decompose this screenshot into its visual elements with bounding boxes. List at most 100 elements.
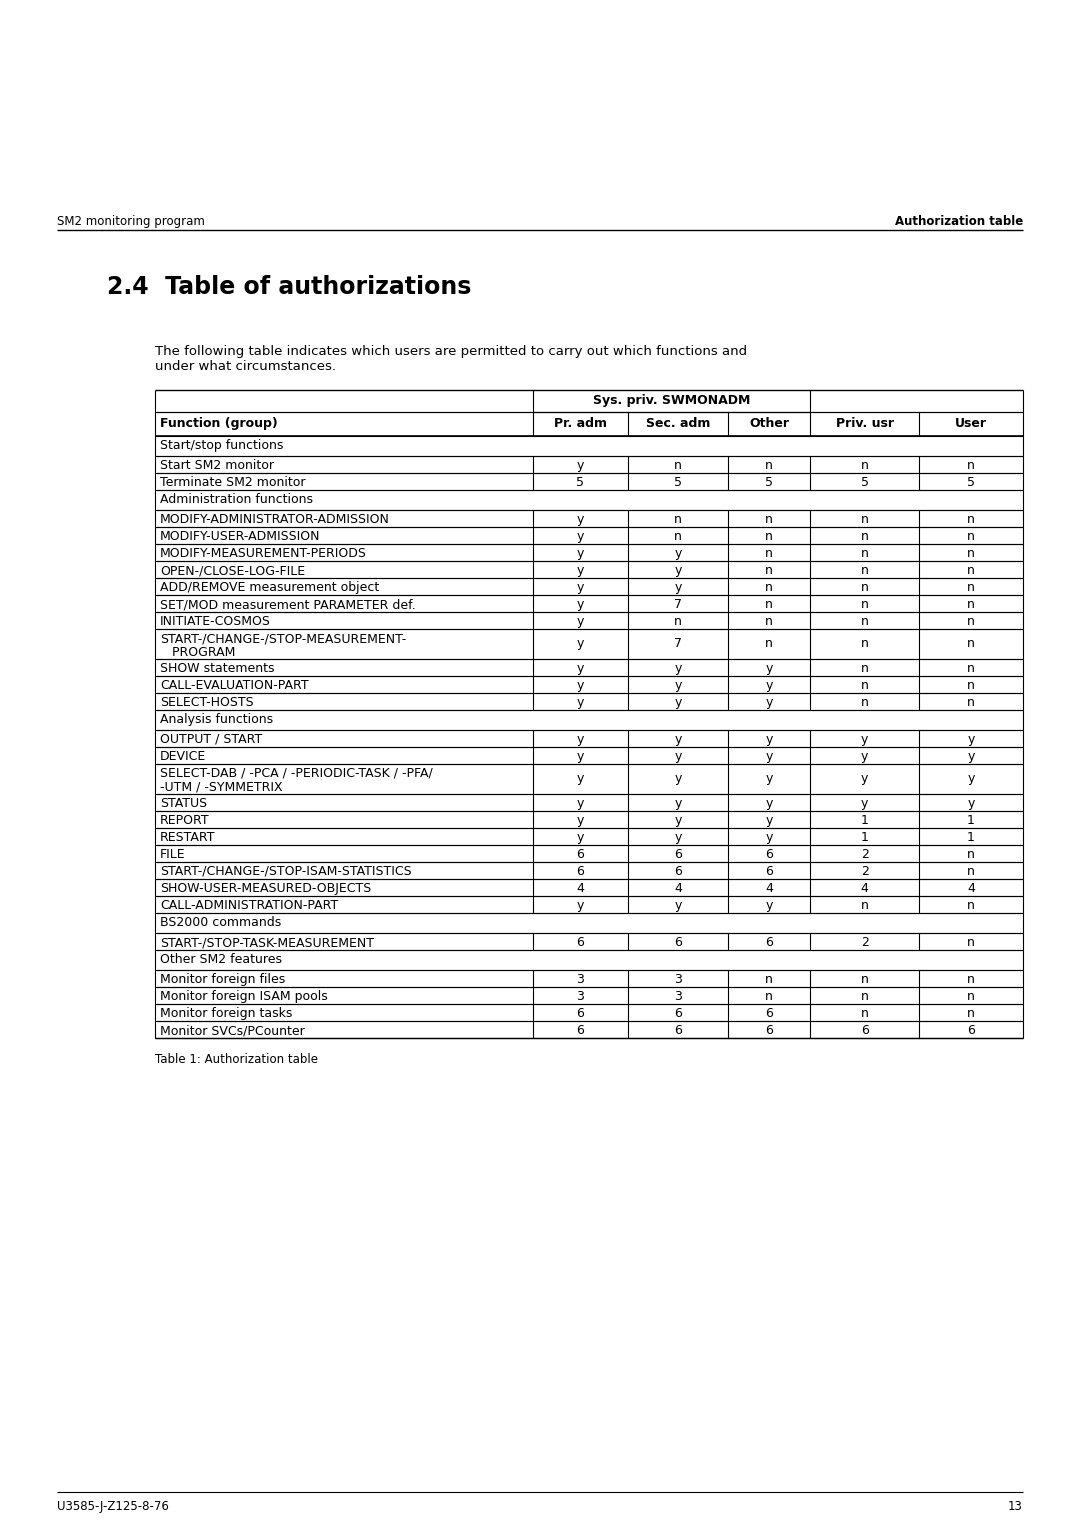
Text: n: n bbox=[674, 458, 681, 472]
Text: y: y bbox=[577, 772, 584, 785]
Text: n: n bbox=[861, 695, 868, 709]
Text: 4: 4 bbox=[674, 882, 681, 895]
Text: y: y bbox=[674, 662, 681, 675]
Text: START-/CHANGE-/STOP-MEASUREMENT-: START-/CHANGE-/STOP-MEASUREMENT- bbox=[160, 633, 406, 645]
Text: y: y bbox=[861, 750, 868, 762]
Text: y: y bbox=[861, 772, 868, 785]
Text: 6: 6 bbox=[765, 848, 773, 860]
Text: 6: 6 bbox=[765, 1007, 773, 1021]
Text: n: n bbox=[967, 547, 975, 559]
Text: y: y bbox=[577, 733, 584, 746]
Text: y: y bbox=[674, 678, 681, 692]
Text: y: y bbox=[968, 733, 974, 746]
Text: Function (group): Function (group) bbox=[160, 417, 278, 429]
Text: n: n bbox=[861, 637, 868, 649]
Text: y: y bbox=[674, 564, 681, 578]
Text: n: n bbox=[967, 990, 975, 1002]
Text: SHOW statements: SHOW statements bbox=[160, 662, 274, 675]
Text: FILE: FILE bbox=[160, 848, 186, 860]
Text: 6: 6 bbox=[577, 1024, 584, 1038]
Text: 7: 7 bbox=[674, 637, 681, 649]
Text: 3: 3 bbox=[674, 973, 681, 986]
Text: n: n bbox=[967, 848, 975, 860]
Text: Start SM2 monitor: Start SM2 monitor bbox=[160, 458, 274, 472]
Text: n: n bbox=[967, 614, 975, 628]
Text: 3: 3 bbox=[577, 973, 584, 986]
Text: n: n bbox=[765, 564, 773, 578]
Text: y: y bbox=[766, 831, 773, 843]
Text: 6: 6 bbox=[577, 937, 584, 949]
Text: n: n bbox=[861, 530, 868, 542]
Text: y: y bbox=[766, 750, 773, 762]
Text: 2.4  Table of authorizations: 2.4 Table of authorizations bbox=[107, 275, 471, 299]
Text: y: y bbox=[577, 750, 584, 762]
Text: OUTPUT / START: OUTPUT / START bbox=[160, 733, 262, 746]
Text: START-/CHANGE-/STOP-ISAM-STATISTICS: START-/CHANGE-/STOP-ISAM-STATISTICS bbox=[160, 865, 411, 879]
Text: CALL-EVALUATION-PART: CALL-EVALUATION-PART bbox=[160, 678, 309, 692]
Text: Other: Other bbox=[750, 417, 789, 429]
Text: BS2000 commands: BS2000 commands bbox=[160, 915, 281, 929]
Text: n: n bbox=[765, 973, 773, 986]
Text: n: n bbox=[861, 990, 868, 1002]
Text: y: y bbox=[766, 662, 773, 675]
Text: REPORT: REPORT bbox=[160, 814, 210, 827]
Text: SHOW-USER-MEASURED-OBJECTS: SHOW-USER-MEASURED-OBJECTS bbox=[160, 882, 372, 895]
Text: n: n bbox=[861, 1007, 868, 1021]
Text: y: y bbox=[577, 614, 584, 628]
Text: n: n bbox=[967, 662, 975, 675]
Text: 2: 2 bbox=[861, 937, 868, 949]
Text: n: n bbox=[861, 458, 868, 472]
Text: y: y bbox=[674, 772, 681, 785]
Text: n: n bbox=[861, 581, 868, 594]
Text: n: n bbox=[765, 547, 773, 559]
Text: y: y bbox=[577, 814, 584, 827]
Text: n: n bbox=[861, 614, 868, 628]
Text: 5: 5 bbox=[967, 477, 975, 489]
Text: y: y bbox=[674, 898, 681, 912]
Text: y: y bbox=[674, 814, 681, 827]
Text: RESTART: RESTART bbox=[160, 831, 216, 843]
Text: n: n bbox=[861, 597, 868, 611]
Text: Administration functions: Administration functions bbox=[160, 494, 313, 506]
Text: 6: 6 bbox=[765, 937, 773, 949]
Text: y: y bbox=[674, 695, 681, 709]
Text: SELECT-HOSTS: SELECT-HOSTS bbox=[160, 695, 254, 709]
Text: 13: 13 bbox=[1008, 1500, 1023, 1513]
Text: n: n bbox=[967, 865, 975, 879]
Text: 5: 5 bbox=[674, 477, 681, 489]
Text: 6: 6 bbox=[765, 1024, 773, 1038]
Text: n: n bbox=[674, 530, 681, 542]
Text: 2: 2 bbox=[861, 865, 868, 879]
Text: 6: 6 bbox=[674, 848, 681, 860]
Text: y: y bbox=[674, 750, 681, 762]
Text: y: y bbox=[577, 898, 584, 912]
Text: n: n bbox=[967, 937, 975, 949]
Text: y: y bbox=[577, 547, 584, 559]
Text: 5: 5 bbox=[861, 477, 868, 489]
Text: SELECT-DAB / -PCA / -PERIODIC-TASK / -PFA/: SELECT-DAB / -PCA / -PERIODIC-TASK / -PF… bbox=[160, 767, 433, 779]
Text: 1: 1 bbox=[967, 831, 975, 843]
Text: MODIFY-USER-ADMISSION: MODIFY-USER-ADMISSION bbox=[160, 530, 321, 542]
Text: n: n bbox=[765, 513, 773, 526]
Text: Pr. adm: Pr. adm bbox=[554, 417, 607, 429]
Text: y: y bbox=[674, 547, 681, 559]
Text: n: n bbox=[861, 678, 868, 692]
Text: n: n bbox=[765, 614, 773, 628]
Text: 2: 2 bbox=[861, 848, 868, 860]
Text: MODIFY-MEASUREMENT-PERIODS: MODIFY-MEASUREMENT-PERIODS bbox=[160, 547, 367, 559]
Text: y: y bbox=[968, 750, 974, 762]
Text: 3: 3 bbox=[577, 990, 584, 1002]
Text: y: y bbox=[861, 733, 868, 746]
Text: n: n bbox=[765, 581, 773, 594]
Text: 1: 1 bbox=[861, 831, 868, 843]
Text: STATUS: STATUS bbox=[160, 798, 207, 810]
Text: Monitor foreign tasks: Monitor foreign tasks bbox=[160, 1007, 293, 1021]
Text: 6: 6 bbox=[577, 1007, 584, 1021]
Text: 6: 6 bbox=[967, 1024, 975, 1038]
Text: 6: 6 bbox=[674, 865, 681, 879]
Text: y: y bbox=[577, 662, 584, 675]
Text: 6: 6 bbox=[674, 937, 681, 949]
Text: y: y bbox=[577, 581, 584, 594]
Text: -UTM / -SYMMETRIX: -UTM / -SYMMETRIX bbox=[160, 781, 283, 795]
Text: n: n bbox=[967, 458, 975, 472]
